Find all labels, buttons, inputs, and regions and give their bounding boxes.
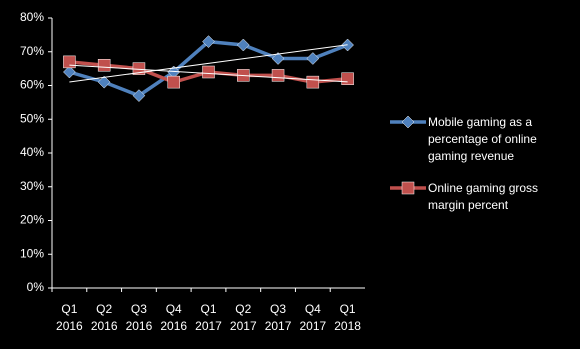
marker: [271, 69, 285, 82]
marker: [63, 65, 76, 79]
x-tick-label: Q4 2017: [299, 302, 326, 333]
y-tick-label: 0%: [27, 280, 45, 294]
marker: [63, 55, 76, 69]
x-tick-label: Q1 2016: [56, 302, 83, 333]
marker: [202, 35, 215, 48]
y-tick-label: 10%: [20, 246, 44, 260]
y-tick-label: 40%: [20, 145, 44, 159]
x-tick-label: Q3 2016: [126, 302, 153, 333]
legend-label: Online gaming gross margin percent: [428, 181, 539, 212]
marker: [132, 89, 146, 102]
trend-line: [69, 44, 348, 83]
y-tick-label: 60%: [20, 78, 44, 92]
legend-label: Mobile gaming as a percentage of online …: [428, 115, 537, 163]
y-tick-label: 70%: [20, 44, 44, 58]
y-tick-label: 50%: [20, 111, 44, 125]
x-tick-label: Q4 2016: [160, 302, 187, 333]
marker: [97, 59, 111, 72]
x-tick-label: Q3 2017: [265, 302, 292, 333]
marker: [341, 72, 354, 85]
marker: [167, 75, 180, 89]
marker: [306, 52, 320, 65]
x-tick-label: Q2 2016: [91, 302, 118, 333]
marker: [271, 52, 285, 65]
marker: [306, 75, 320, 89]
y-tick-label: 30%: [20, 179, 44, 193]
x-tick-label: Q1 2017: [195, 302, 222, 333]
y-tick-label: 20%: [20, 213, 44, 227]
marker: [202, 65, 215, 79]
x-tick-label: Q1 2018: [334, 302, 361, 333]
y-tick-label: 80%: [20, 10, 44, 24]
x-tick-label: Q2 2017: [230, 302, 257, 333]
trend-line: [69, 64, 348, 83]
marker: [236, 38, 250, 52]
marker: [97, 75, 111, 89]
marker: [401, 115, 415, 129]
marker: [401, 181, 415, 195]
